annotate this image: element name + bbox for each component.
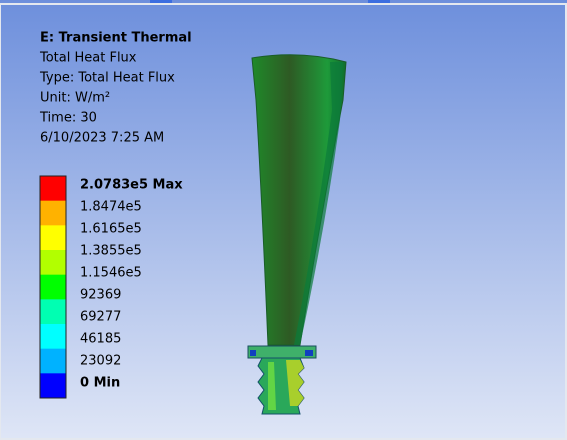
header-line: 6/10/2023 7:25 AM [40,131,164,146]
legend-label: 92369 [80,288,121,303]
legend-swatch [40,324,66,350]
legend-label: 1.1546e5 [80,266,142,281]
legend-swatch [40,274,66,300]
header-line: Unit: W/m² [40,91,110,106]
legend-swatch [40,348,66,374]
legend-label: 1.3855e5 [80,244,142,259]
blade-model [247,54,347,415]
legend-swatch [40,299,66,325]
legend-label: 1.6165e5 [80,222,142,237]
legend-label: 1.8474e5 [80,200,142,215]
legend-label: 46185 [80,332,121,347]
legend-swatch [40,176,66,202]
legend-swatch [40,225,66,251]
header-line: Type: Total Heat Flux [39,71,175,86]
frame [0,3,567,440]
toolbar-mark [150,0,172,3]
header-line: Time: 30 [39,111,97,126]
legend-swatch [40,373,66,399]
legend-label: 69277 [80,310,121,325]
legend-swatch [40,200,66,226]
header-title: E: Transient Thermal [40,31,192,46]
legend-border [39,175,67,399]
legend-label: 2.0783e5 Max [80,178,183,193]
legend-label: 23092 [80,354,121,369]
header-line: Total Heat Flux [39,51,137,66]
legend-label: 0 Min [80,376,120,391]
toolbar-mark [368,0,390,3]
legend-swatch [40,250,66,276]
